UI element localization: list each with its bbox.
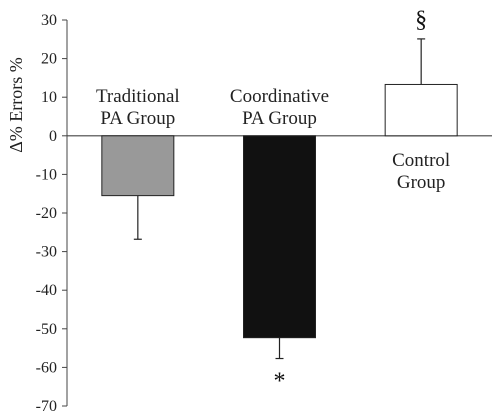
bar	[243, 135, 316, 339]
bars-layer	[101, 38, 458, 360]
y-tick-label: -30	[36, 244, 57, 261]
significance-marker: *	[274, 369, 286, 395]
bar	[384, 83, 458, 137]
y-tick-label: -10	[36, 166, 57, 183]
y-axis-title: Δ% Errors %	[6, 57, 26, 153]
bar	[101, 135, 175, 197]
y-tick-label: 20	[41, 51, 57, 68]
category-label: Control	[392, 150, 450, 171]
y-tick-label: -60	[36, 359, 57, 376]
category-label: Traditional	[96, 86, 180, 107]
y-tick-label: -20	[36, 205, 57, 222]
y-tick-label: -50	[36, 321, 57, 338]
category-label: PA Group	[242, 108, 317, 129]
y-tick-label: -70	[36, 398, 57, 415]
y-tick-label: 0	[49, 128, 57, 145]
y-tick-label: 10	[41, 89, 57, 106]
category-label: Group	[397, 172, 446, 193]
y-tick-label: -40	[36, 282, 57, 299]
category-label: PA Group	[100, 108, 175, 129]
significance-marker: §	[415, 7, 427, 33]
y-tick-label: 30	[41, 12, 57, 29]
category-label: Coordinative	[230, 86, 329, 107]
